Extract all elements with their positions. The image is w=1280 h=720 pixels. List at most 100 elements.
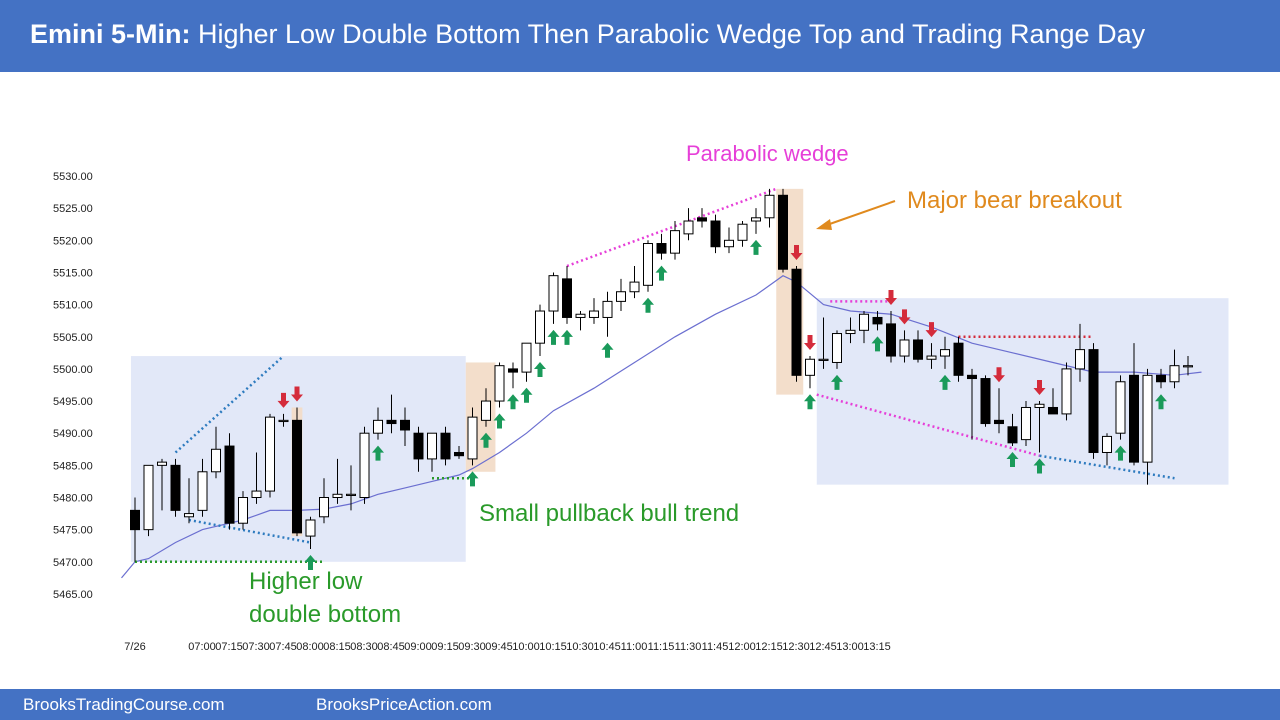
range-lower-magenta-line: [816, 393, 1040, 457]
title-bold: Emini 5-Min:: [30, 19, 191, 49]
x-tick-label: 07:15: [215, 641, 243, 653]
candle-body: [859, 313, 869, 331]
candle-body: [467, 416, 478, 460]
candle-body: [1075, 349, 1085, 370]
candle-body: [926, 355, 937, 360]
candle-body: [1034, 403, 1045, 408]
candle-body: [1169, 365, 1180, 383]
y-tick-label: 5515.00: [53, 267, 93, 279]
candle-body: [1142, 374, 1153, 463]
candle-body: [872, 316, 883, 325]
arrow-pointer-line: [823, 200, 896, 227]
candle-body: [292, 419, 302, 534]
candle-body: [953, 342, 964, 376]
y-tick-label: 5500.00: [53, 364, 93, 376]
candle-body: [832, 333, 842, 363]
x-tick-label: 12:00: [728, 641, 756, 653]
x-tick-label: 09:15: [431, 641, 459, 653]
candle-body: [548, 275, 559, 312]
candle-body: [1129, 374, 1139, 463]
candle-body: [184, 513, 194, 518]
candle-body: [778, 194, 788, 270]
candle-body: [1061, 368, 1072, 415]
footer-left-link[interactable]: BrooksTradingCourse.com: [23, 695, 225, 714]
x-tick-label: 13:15: [863, 641, 891, 653]
candle-body: [454, 451, 464, 457]
candle-body: [305, 519, 316, 537]
annotation-parabolic-wedge: Parabolic wedge: [686, 141, 849, 166]
candle-body: [440, 432, 451, 460]
sell-arrow-icon: [804, 335, 816, 351]
candle-body: [589, 310, 599, 318]
candle-body: [967, 374, 977, 380]
candle-body: [251, 490, 262, 499]
candle-body: [980, 378, 991, 425]
candle-body: [278, 419, 289, 423]
candle-body: [643, 243, 653, 286]
candle-body: [1048, 406, 1058, 415]
candle-body: [683, 220, 694, 235]
y-tick-label: 5465.00: [53, 589, 93, 601]
sell-arrow-icon: [898, 309, 911, 325]
y-tick-label: 5520.00: [53, 235, 93, 247]
x-tick-label: 09:30: [458, 641, 486, 653]
candle-body: [602, 300, 613, 318]
buy-arrow-icon: [547, 329, 560, 345]
buy-arrow-icon: [804, 394, 816, 410]
candle-body: [346, 493, 356, 496]
candle-body: [238, 497, 248, 524]
sell-arrow-icon: [1033, 380, 1046, 396]
candle-body: [427, 432, 437, 460]
candle-body: [616, 291, 626, 302]
buy-arrow-icon: [642, 297, 654, 313]
candle-body: [400, 419, 410, 431]
candle-body: [1021, 406, 1031, 441]
y-tick-label: 5485.00: [53, 460, 93, 472]
candle-body: [940, 349, 950, 357]
x-tick-label: 13:00: [836, 641, 864, 653]
range-box-4: [816, 298, 1229, 485]
x-tick-label: 08:45: [377, 641, 405, 653]
candle-body: [1115, 381, 1126, 434]
footer-right-link[interactable]: BrooksPriceAction.com: [316, 695, 492, 714]
x-tick-label: 12:15: [755, 641, 783, 653]
buy-arrow-icon: [1155, 394, 1167, 410]
candle-body: [521, 342, 532, 373]
footer-bar: BrooksTradingCourse.com BrooksPriceActio…: [0, 689, 1280, 720]
x-tick-label: 07:00: [188, 641, 216, 653]
candle-body: [818, 358, 829, 361]
buy-arrow-icon: [507, 394, 519, 410]
x-tick-label: 11:00: [621, 641, 648, 653]
buy-arrow-icon: [561, 329, 573, 345]
candle-body: [1183, 365, 1193, 368]
x-tick-label: 08:15: [323, 641, 351, 653]
candle-body: [508, 368, 518, 373]
x-tick-label: 12:30: [782, 641, 810, 653]
y-tick-label: 5495.00: [53, 396, 93, 408]
annotation-small-pullback: Small pullback bull trend: [479, 500, 739, 527]
buy-arrow-icon: [655, 265, 668, 281]
candle-body: [535, 310, 545, 344]
candle-body: [359, 432, 370, 499]
candle-body: [575, 313, 586, 318]
y-tick-label: 5490.00: [53, 428, 93, 440]
candle-body: [1156, 374, 1166, 383]
candle-body: [197, 471, 208, 511]
sell-arrow-icon: [790, 245, 803, 261]
candle-body: [562, 278, 572, 318]
x-tick-label: 10:45: [593, 641, 621, 653]
buy-arrow-icon: [831, 374, 843, 390]
buy-arrow-icon: [520, 387, 533, 403]
buy-arrow-icon: [601, 342, 614, 358]
candle-body: [670, 230, 680, 254]
arrow-pointer-head: [816, 219, 832, 230]
sell-arrow-icon: [277, 392, 290, 408]
y-tick-label: 5475.00: [53, 525, 93, 537]
candle-body: [751, 217, 761, 222]
annotation-double-bottom: double bottom: [249, 601, 401, 628]
page-title: Emini 5-Min: Higher Low Double Bottom Th…: [30, 19, 1145, 50]
candle-body: [805, 358, 815, 376]
x-tick-label: 08:30: [350, 641, 378, 653]
buy-arrow-icon: [534, 362, 546, 378]
sell-arrow-icon: [885, 290, 897, 306]
